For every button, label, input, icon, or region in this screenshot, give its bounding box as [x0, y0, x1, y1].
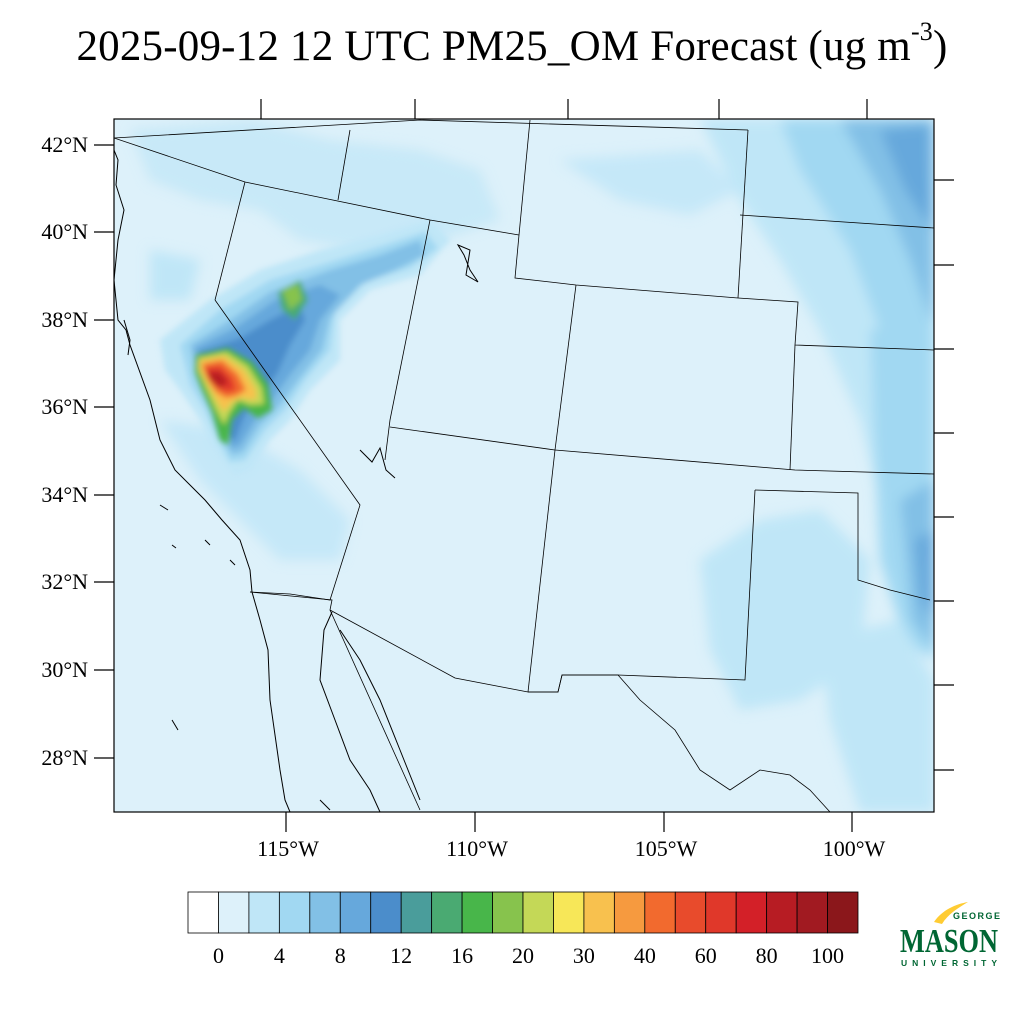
map-field — [114, 119, 934, 812]
colorbar-label: 0 — [212, 943, 224, 968]
colorbar-swatch — [218, 891, 250, 934]
colorbar-swatch — [827, 891, 859, 934]
axis-ticks — [94, 99, 954, 832]
colorbar-swatch — [431, 891, 463, 934]
colorbar-swatch — [553, 891, 585, 934]
colorbar-swatch — [278, 891, 311, 934]
colorbar-label: 30 — [572, 943, 595, 968]
lat-label-40: 40°N — [41, 219, 88, 244]
title-superscript: -3 — [910, 17, 934, 46]
colorbar-label: 80 — [755, 943, 778, 968]
lon-label-115: 115°W — [257, 836, 319, 861]
colorbar-swatch — [370, 891, 402, 934]
colorbar-label: 20 — [512, 943, 534, 968]
lat-label-34: 34°N — [41, 482, 88, 507]
title-text: 2025-09-12 12 UTC PM25_OM Forecast (ug m — [76, 23, 911, 70]
lat-label-30: 30°N — [41, 657, 88, 682]
george-mason-university-logo: GEORGE MASON UNIVERSITY — [900, 902, 1002, 968]
colorbar-swatch — [766, 891, 798, 934]
colorbar-swatch — [461, 891, 493, 934]
colorbar-swatch — [674, 891, 707, 934]
lat-label-38: 38°N — [41, 307, 88, 332]
colorbar-label: 4 — [273, 943, 285, 968]
title-close: ) — [933, 23, 948, 70]
colorbar-label: 16 — [451, 943, 474, 968]
logo-george: GEORGE — [953, 911, 1002, 921]
eastern-haze — [560, 119, 934, 812]
colorbar-label: 40 — [633, 943, 656, 968]
lon-label-110: 110°W — [446, 836, 508, 861]
colorbar-swatch — [187, 891, 219, 934]
chart-title: 2025-09-12 12 UTC PM25_OM Forecast (ug m… — [0, 19, 1024, 71]
colorbar-label: 60 — [694, 943, 717, 968]
colorbar-swatch — [400, 891, 433, 934]
western-haze — [130, 120, 500, 560]
colorbar-swatch — [248, 891, 280, 934]
colorbar-swatch — [796, 891, 828, 934]
colorbar-label: 8 — [334, 943, 346, 968]
colorbar-swatch — [613, 891, 646, 934]
colorbar-swatch — [644, 891, 676, 934]
lat-label-42: 42°N — [41, 132, 88, 157]
lon-label-105: 105°W — [634, 836, 698, 861]
colorbar-swatch — [705, 891, 737, 934]
colorbar-swatch — [735, 891, 768, 934]
lat-label-32: 32°N — [41, 569, 88, 594]
colorbar-swatch — [583, 891, 615, 934]
colorbar-swatch — [492, 891, 524, 934]
colorbar-swatch — [309, 891, 341, 934]
lat-label-28: 28°N — [41, 745, 88, 770]
coastlines — [114, 149, 479, 812]
lat-label-36: 36°N — [41, 394, 88, 419]
logo-swoosh — [934, 902, 968, 924]
colorbar-label: 12 — [390, 943, 413, 968]
colorbar-swatch — [339, 891, 372, 934]
colorbar-swatch — [522, 891, 554, 934]
colorbar-label: 100 — [811, 943, 845, 968]
international-border — [249, 591, 831, 812]
colorbar — [187, 891, 859, 934]
smoke-plume — [160, 220, 450, 475]
lon-label-100: 100°W — [822, 836, 886, 861]
plot-frame — [113, 118, 935, 813]
logo-mason: MASON — [900, 923, 998, 960]
